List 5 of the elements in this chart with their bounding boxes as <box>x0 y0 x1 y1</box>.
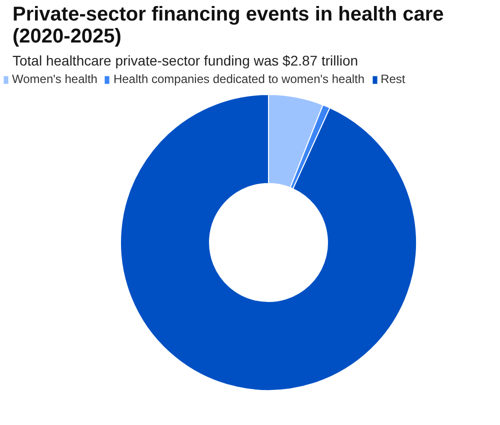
legend-label: Health companies dedicated to women's health <box>113 72 365 86</box>
legend-label: Rest <box>380 72 406 86</box>
legend-label: Women's health <box>12 72 98 86</box>
chart-subtitle: Total healthcare private-sector funding was $2.87 trillion <box>12 52 358 68</box>
chart-title: Private-sector financing events in health care (2020-2025) <box>12 4 444 48</box>
